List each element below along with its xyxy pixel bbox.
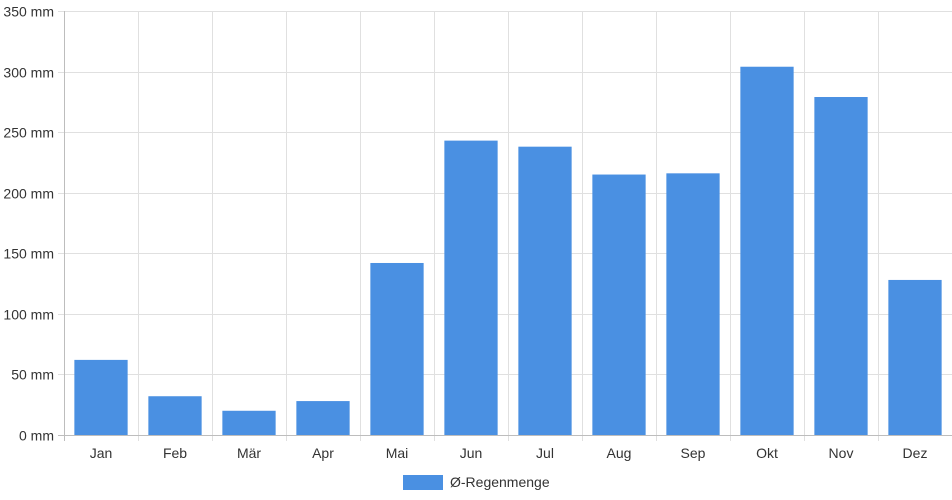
x-tick-label: Jul: [536, 445, 554, 461]
bars: [74, 66, 942, 436]
bar-okt[interactable]: [740, 66, 794, 435]
bar-jul[interactable]: [518, 146, 572, 435]
x-tick-label: Apr: [312, 445, 334, 461]
legend-swatch[interactable]: [403, 475, 443, 490]
y-tick-label: 150 mm: [3, 246, 54, 262]
y-tick-label: 250 mm: [3, 125, 54, 141]
bar-nov[interactable]: [814, 97, 868, 435]
x-tick-label: Dez: [903, 445, 928, 461]
x-tick-label: Nov: [829, 445, 854, 461]
bar-aug[interactable]: [592, 174, 646, 436]
legend-label[interactable]: Ø-Regenmenge: [450, 474, 550, 490]
x-tick-label: Jan: [90, 445, 113, 461]
bar-mai[interactable]: [370, 262, 424, 435]
y-tick-label: 100 mm: [3, 307, 54, 323]
x-tick-label: Aug: [607, 445, 632, 461]
bar-jun[interactable]: [444, 140, 498, 435]
x-tick-label: Okt: [756, 445, 778, 461]
bar-sep[interactable]: [666, 173, 720, 435]
bar-apr[interactable]: [296, 401, 350, 435]
x-axis-tick-labels: Jan Feb Mär Apr Mai Jun Jul Aug Sep Okt Nov Dez: [90, 445, 928, 461]
y-tick-label: 0 mm: [19, 428, 54, 444]
y-tick-label: 50 mm: [11, 367, 54, 383]
y-tick-label: 350 mm: [3, 4, 54, 20]
x-tick-label: Sep: [681, 445, 706, 461]
y-axis-tick-labels: 0 mm 50 mm 100 mm 150 mm 200 mm 250 mm 300 mm 3…: [3, 4, 54, 444]
axes: [58, 11, 952, 441]
legend[interactable]: Ø-Regenmenge: [403, 474, 550, 490]
bar-feb[interactable]: [148, 396, 202, 435]
x-tick-label: Mär: [237, 445, 261, 461]
y-tick-label: 300 mm: [3, 65, 54, 81]
x-tick-label: Jun: [460, 445, 483, 461]
y-tick-label: 200 mm: [3, 186, 54, 202]
x-tick-label: Feb: [163, 445, 187, 461]
bar-mär[interactable]: [222, 410, 276, 435]
bar-jan[interactable]: [74, 359, 128, 435]
bar-dez[interactable]: [888, 279, 942, 435]
x-tick-label: Mai: [386, 445, 409, 461]
grid-lines: [58, 11, 952, 441]
